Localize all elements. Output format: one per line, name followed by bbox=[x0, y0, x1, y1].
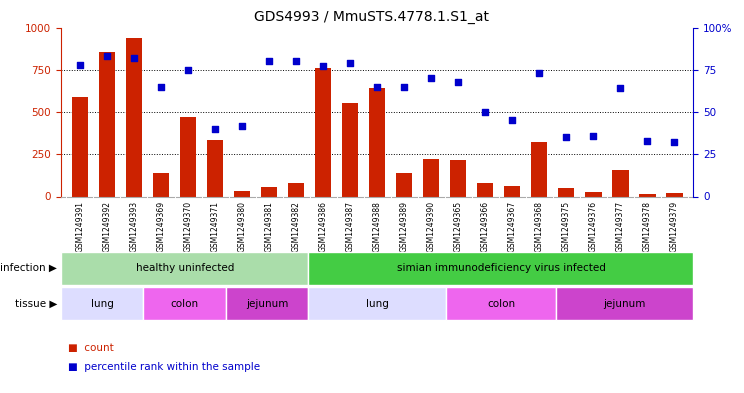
Text: GSM1249389: GSM1249389 bbox=[400, 201, 408, 252]
Bar bbox=[226, 287, 309, 320]
Text: GDS4993 / MmuSTS.4778.1.S1_at: GDS4993 / MmuSTS.4778.1.S1_at bbox=[254, 10, 490, 24]
Point bbox=[371, 84, 383, 90]
Point bbox=[236, 122, 248, 129]
Bar bbox=[234, 191, 250, 196]
Text: GSM1249391: GSM1249391 bbox=[75, 201, 84, 252]
Bar bbox=[309, 287, 446, 320]
Point bbox=[669, 139, 681, 145]
Point bbox=[426, 75, 437, 81]
Bar bbox=[207, 140, 223, 196]
Point bbox=[479, 109, 491, 115]
Text: GSM1249371: GSM1249371 bbox=[211, 201, 219, 252]
Text: healthy uninfected: healthy uninfected bbox=[135, 263, 234, 273]
Point bbox=[452, 79, 464, 85]
Bar bbox=[586, 192, 601, 196]
Point bbox=[615, 85, 626, 92]
Bar bbox=[315, 68, 331, 196]
Bar bbox=[504, 186, 521, 196]
Text: jejunum: jejunum bbox=[603, 299, 646, 309]
Point bbox=[641, 138, 653, 144]
Text: GSM1249365: GSM1249365 bbox=[454, 201, 463, 252]
Point bbox=[263, 58, 275, 64]
Text: infection ▶: infection ▶ bbox=[1, 263, 57, 273]
Text: GSM1249386: GSM1249386 bbox=[318, 201, 327, 252]
Bar bbox=[72, 97, 88, 196]
Text: GSM1249370: GSM1249370 bbox=[184, 201, 193, 252]
Bar bbox=[309, 252, 693, 285]
Point bbox=[507, 118, 519, 124]
Bar bbox=[126, 39, 142, 197]
Point bbox=[588, 132, 600, 139]
Text: GSM1249375: GSM1249375 bbox=[562, 201, 571, 252]
Bar bbox=[667, 193, 682, 196]
Point bbox=[155, 84, 167, 90]
Point bbox=[344, 60, 356, 66]
Point bbox=[182, 67, 194, 73]
Text: GSM1249379: GSM1249379 bbox=[670, 201, 679, 252]
Text: GSM1249376: GSM1249376 bbox=[589, 201, 598, 252]
Point bbox=[398, 84, 410, 90]
Point bbox=[290, 58, 302, 64]
Bar bbox=[369, 88, 385, 196]
Bar bbox=[180, 117, 196, 196]
Bar bbox=[342, 103, 359, 196]
Bar bbox=[423, 159, 440, 196]
Text: GSM1249393: GSM1249393 bbox=[129, 201, 138, 252]
Bar bbox=[61, 287, 144, 320]
Bar bbox=[612, 170, 629, 196]
Text: GSM1249387: GSM1249387 bbox=[346, 201, 355, 252]
Text: lung: lung bbox=[91, 299, 114, 309]
Text: GSM1249392: GSM1249392 bbox=[103, 201, 112, 252]
Text: GSM1249390: GSM1249390 bbox=[427, 201, 436, 252]
Bar bbox=[639, 194, 655, 196]
Bar bbox=[99, 52, 115, 196]
Bar bbox=[261, 187, 278, 196]
Text: GSM1249366: GSM1249366 bbox=[481, 201, 490, 252]
Text: GSM1249388: GSM1249388 bbox=[373, 201, 382, 252]
Point bbox=[560, 134, 572, 141]
Text: tissue ▶: tissue ▶ bbox=[15, 299, 57, 309]
Text: ■  percentile rank within the sample: ■ percentile rank within the sample bbox=[68, 362, 260, 373]
Text: GSM1249380: GSM1249380 bbox=[237, 201, 246, 252]
Text: colon: colon bbox=[487, 299, 515, 309]
Text: colon: colon bbox=[170, 299, 199, 309]
Text: simian immunodeficiency virus infected: simian immunodeficiency virus infected bbox=[397, 263, 606, 273]
Text: GSM1249381: GSM1249381 bbox=[265, 201, 274, 252]
Text: GSM1249382: GSM1249382 bbox=[292, 201, 301, 252]
Point bbox=[74, 62, 86, 68]
Bar bbox=[396, 173, 412, 196]
Point bbox=[209, 126, 221, 132]
Point bbox=[128, 55, 140, 61]
Text: GSM1249377: GSM1249377 bbox=[616, 201, 625, 252]
Bar bbox=[558, 188, 574, 196]
Text: lung: lung bbox=[366, 299, 388, 309]
Bar bbox=[556, 287, 693, 320]
Bar bbox=[450, 160, 466, 196]
Text: ■  count: ■ count bbox=[68, 343, 114, 353]
Text: GSM1249378: GSM1249378 bbox=[643, 201, 652, 252]
Text: GSM1249367: GSM1249367 bbox=[508, 201, 517, 252]
Bar bbox=[446, 287, 556, 320]
Point bbox=[101, 53, 113, 59]
Text: jejunum: jejunum bbox=[246, 299, 289, 309]
Bar bbox=[288, 183, 304, 196]
Bar bbox=[531, 142, 548, 196]
Point bbox=[317, 63, 329, 70]
Text: GSM1249369: GSM1249369 bbox=[156, 201, 165, 252]
Text: GSM1249368: GSM1249368 bbox=[535, 201, 544, 252]
Bar bbox=[61, 252, 309, 285]
Point bbox=[533, 70, 545, 76]
Bar bbox=[477, 183, 493, 196]
Bar bbox=[153, 173, 169, 196]
Bar bbox=[144, 287, 226, 320]
